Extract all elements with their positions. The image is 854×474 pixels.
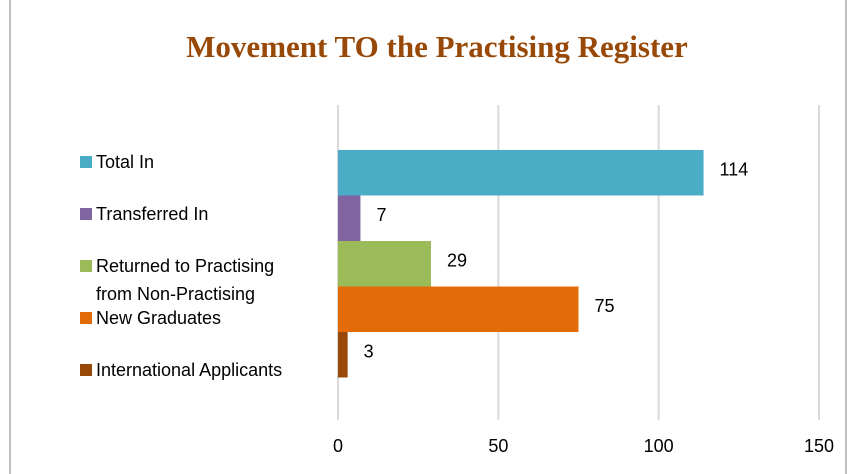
- x-tick-label: 100: [644, 436, 674, 456]
- legend-swatch: [80, 156, 92, 168]
- bar: [338, 286, 579, 332]
- legend-swatch: [80, 260, 92, 272]
- data-label: 75: [595, 296, 615, 316]
- legend-label: Transferred In: [96, 204, 209, 224]
- bar: [338, 241, 431, 287]
- data-label: 114: [720, 160, 749, 180]
- x-tick-label: 150: [804, 436, 834, 456]
- chart-title: Movement TO the Practising Register: [186, 29, 688, 64]
- legend-label-box: New Graduates: [96, 308, 222, 328]
- legend-label: Total In: [96, 152, 155, 172]
- chart-frame: [9, 0, 847, 474]
- legend-label-box: Transferred In: [96, 204, 209, 224]
- legend-swatch: [80, 312, 92, 324]
- x-tick-label: 0: [333, 436, 343, 456]
- x-tick-label: 50: [488, 436, 508, 456]
- bar: [338, 195, 361, 241]
- legend-label-box: International Applicants: [96, 360, 283, 380]
- data-label: 7: [376, 205, 386, 225]
- bar: [338, 332, 348, 378]
- legend-swatch: [80, 208, 92, 220]
- legend-label-box: Total In: [96, 152, 155, 172]
- bar: [338, 150, 704, 196]
- legend-label-box: Returned to Practising from Non-Practisi…: [96, 256, 275, 304]
- data-label: 3: [364, 342, 374, 362]
- data-label: 29: [447, 251, 467, 271]
- legend-label: Returned to Practising from Non-Practisi…: [96, 256, 275, 304]
- legend-swatch: [80, 364, 92, 376]
- legend-label: International Applicants: [96, 360, 283, 380]
- legend-label: New Graduates: [96, 308, 222, 328]
